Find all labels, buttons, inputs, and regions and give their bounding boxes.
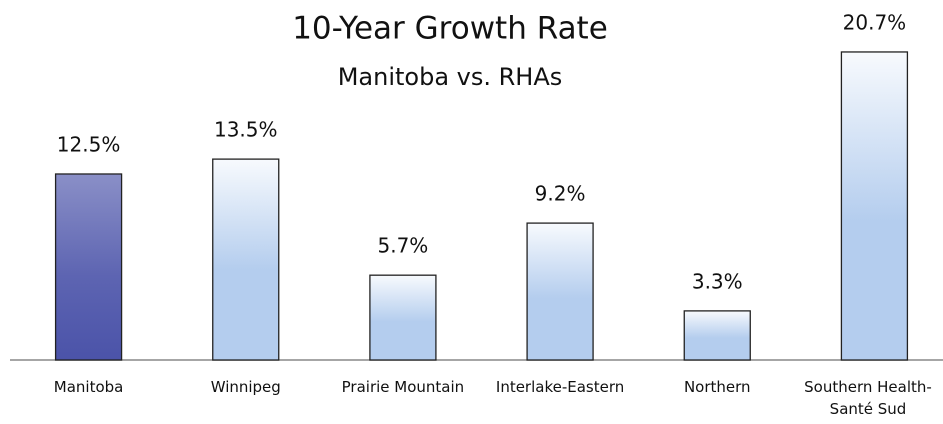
bar: [683, 310, 751, 361]
x-tick-label: Northern: [683, 378, 751, 396]
value-label: 13.5%: [214, 118, 278, 142]
bar: [526, 222, 594, 361]
chart-subtitle: Manitoba vs. RHAs: [338, 63, 563, 91]
bar: [840, 51, 909, 361]
chart-title: 10-Year Growth Rate: [292, 11, 608, 47]
x-tick-label: Prairie Mountain: [341, 378, 465, 396]
value-label: 5.7%: [378, 234, 429, 258]
x-tick-label: Winnipeg: [210, 378, 281, 396]
value-label: 20.7%: [843, 10, 907, 34]
bar: [369, 274, 437, 361]
x-tick-label: Southern Health-Santé Sud: [804, 378, 932, 418]
x-tick-label: Manitoba: [53, 378, 124, 396]
value-label: 12.5%: [57, 132, 121, 156]
bar: [54, 173, 123, 361]
value-label: 9.2%: [535, 182, 586, 206]
x-tick-label: Interlake-Eastern: [495, 378, 625, 396]
bar: [212, 158, 280, 361]
value-label: 3.3%: [692, 269, 743, 293]
